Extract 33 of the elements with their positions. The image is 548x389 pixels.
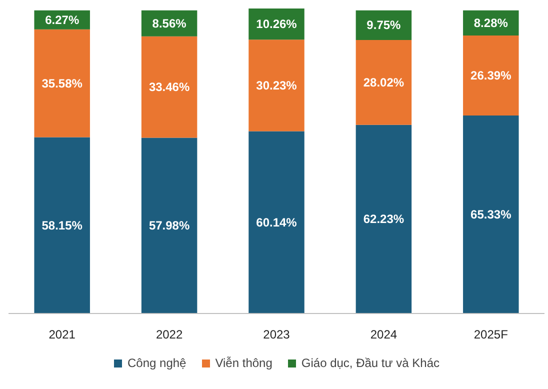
data-label: 33.46%: [148, 80, 190, 94]
bar: [141, 138, 198, 314]
data-label: 8.28%: [474, 16, 508, 30]
x-tick-label: 2022: [156, 328, 183, 342]
bar: [463, 36, 519, 116]
bar: [463, 115, 519, 314]
bar: [248, 40, 304, 132]
data-label: 26.39%: [470, 68, 512, 82]
legend-label: Viễn thông: [215, 356, 272, 370]
data-label: 60.14%: [256, 215, 298, 230]
data-label: 57.98%: [148, 218, 190, 233]
data-label: 8.56%: [152, 16, 187, 30]
legend-label: Giáo dục, Đầu tư và Khác: [301, 356, 440, 370]
data-label: 58.15%: [42, 218, 83, 232]
legend-label: Công nghệ: [128, 356, 186, 370]
x-tick-label: 2025F: [474, 328, 508, 342]
data-label: 9.75%: [366, 18, 402, 32]
data-label: 62.23%: [363, 212, 404, 226]
x-tick-label: 2024: [370, 328, 398, 342]
data-label: 65.33%: [470, 207, 512, 222]
x-tick-label: 2023: [263, 328, 290, 342]
data-label: 28.02%: [363, 75, 404, 90]
bar: [34, 137, 90, 314]
bar: [248, 131, 304, 314]
data-label: 35.58%: [42, 76, 83, 90]
data-label: 6.27%: [45, 12, 80, 27]
data-label: 10.26%: [256, 17, 298, 32]
bar: [34, 29, 90, 138]
bar: [356, 124, 412, 314]
bar: [356, 40, 412, 125]
bar: [141, 36, 198, 138]
data-label: 30.23%: [256, 78, 298, 92]
x-tick-label: 2021: [48, 328, 76, 342]
